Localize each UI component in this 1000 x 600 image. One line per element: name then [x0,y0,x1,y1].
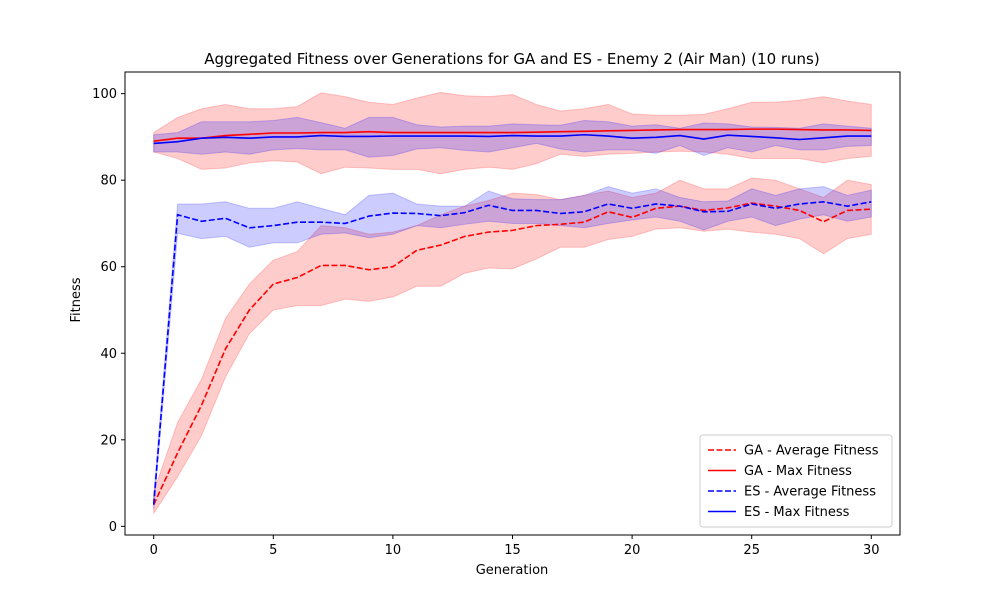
legend: GA - Average Fitness GA - Max Fitness ES -… [699,434,893,528]
x-tick-label: 15 [504,543,521,558]
y-tick-label: 40 [100,347,117,362]
y-tick-label: 20 [100,433,117,448]
x-tick-label: 30 [863,543,880,558]
es-max-fitness-line [153,133,872,145]
y-axis-label: Fitness [69,277,84,322]
y-tick-label: 100 [92,87,117,102]
ga-average-fitness-legend-label: GA - Average Fitness [744,444,879,459]
x-axis-label: Generation [476,563,549,578]
y-tick-label: 0 [109,520,117,535]
es-average-fitness-line [152,201,872,505]
ga-average-fitness-band [153,177,872,516]
es-max-fitness-band [153,116,872,158]
chart-title: Aggregated Fitness over Generations for … [204,50,819,68]
ga-average-fitness-line [152,202,872,506]
y-axis-ticks: 0 20 40 60 80 100 [92,87,125,535]
series-lines [152,128,872,506]
ga-max-fitness-legend-label: GA - Max Fitness [744,464,852,479]
x-tick-label: 25 [743,543,760,558]
x-tick-label: 20 [624,543,641,558]
y-tick-label: 80 [100,174,117,189]
legend-box [699,434,893,528]
x-axis-ticks: 0 5 10 15 20 25 30 [150,535,880,558]
x-tick-label: 0 [150,543,158,558]
es-max-fitness-legend-label: ES - Max Fitness [744,505,850,520]
es-average-fitness-legend-label: ES - Average Fitness [744,485,876,500]
y-tick-label: 60 [100,260,117,275]
x-tick-label: 10 [385,543,402,558]
ga-max-fitness-line [153,128,872,143]
x-tick-label: 5 [269,543,277,558]
